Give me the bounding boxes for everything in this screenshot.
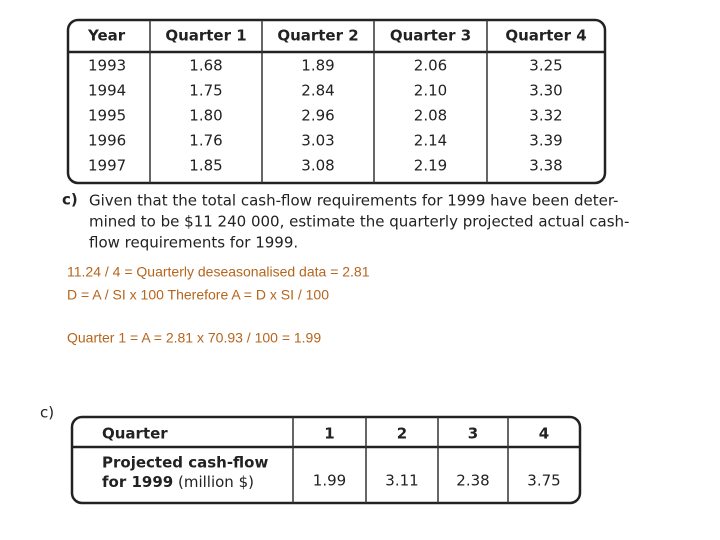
- value-cell: 1.80: [189, 107, 222, 125]
- value-cell: 1.99: [313, 472, 346, 490]
- answer-table-border: [70, 415, 582, 505]
- header-cell: 2: [397, 425, 407, 443]
- value-cell: 2.08: [414, 107, 447, 125]
- question-label: c): [62, 191, 78, 209]
- working-line: 11.24 / 4 = Quarterly deseasonalised dat…: [67, 264, 370, 280]
- value-cell: 1.68: [189, 57, 222, 75]
- value-cell: 1.89: [301, 57, 334, 75]
- value-cell: 2.19: [414, 157, 447, 175]
- value-cell: 3.39: [529, 132, 562, 150]
- value-cell: 2.96: [301, 107, 334, 125]
- value-cell: 2.14: [414, 132, 447, 150]
- value-cell: 2.10: [414, 82, 447, 100]
- header-cell: 1: [324, 425, 334, 443]
- header-cell: Quarter 3: [390, 27, 471, 45]
- header-cell: Quarter: [102, 425, 168, 443]
- value-cell: 3.30: [529, 82, 562, 100]
- value-cell: 3.38: [529, 157, 562, 175]
- value-cell: 3.75: [527, 472, 560, 490]
- value-cell: 1.75: [189, 82, 222, 100]
- row-label-unit: (million $): [178, 473, 254, 491]
- year-cell: 1997: [88, 157, 126, 175]
- year-cell: 1995: [88, 107, 126, 125]
- question-line: Given that the total cash-flow requireme…: [89, 192, 618, 210]
- value-cell: 2.84: [301, 82, 334, 100]
- header-cell: 4: [539, 425, 549, 443]
- header-cell: Quarter 1: [165, 27, 246, 45]
- working-line: D = A / SI x 100 Therefore A = D x SI / …: [67, 287, 329, 303]
- header-cell: Year: [87, 27, 126, 45]
- answer-label: c): [40, 404, 54, 422]
- value-cell: 3.03: [301, 132, 334, 150]
- question-line: mined to be $11 240 000, estimate the qu…: [89, 213, 629, 231]
- header-cell: Quarter 2: [277, 27, 358, 45]
- row-label: Projected cash-flow: [102, 454, 268, 472]
- value-cell: 1.76: [189, 132, 222, 150]
- year-cell: 1996: [88, 132, 126, 150]
- row-label: for 1999 (million $): [102, 473, 254, 491]
- value-cell: 2.06: [414, 57, 447, 75]
- header-cell: Quarter 4: [505, 27, 586, 45]
- value-cell: 2.38: [456, 472, 489, 490]
- value-cell: 3.25: [529, 57, 562, 75]
- value-cell: 3.08: [301, 157, 334, 175]
- value-cell: 3.11: [385, 472, 418, 490]
- year-cell: 1993: [88, 57, 126, 75]
- header-cell: 3: [468, 425, 478, 443]
- question-line: flow requirements for 1999.: [89, 234, 298, 252]
- value-cell: 1.85: [189, 157, 222, 175]
- value-cell: 3.32: [529, 107, 562, 125]
- row-label-bold: for 1999: [102, 473, 173, 491]
- year-cell: 1994: [88, 82, 126, 100]
- working-line: Quarter 1 = A = 2.81 x 70.93 / 100 = 1.9…: [67, 330, 321, 346]
- table-border: [66, 18, 607, 185]
